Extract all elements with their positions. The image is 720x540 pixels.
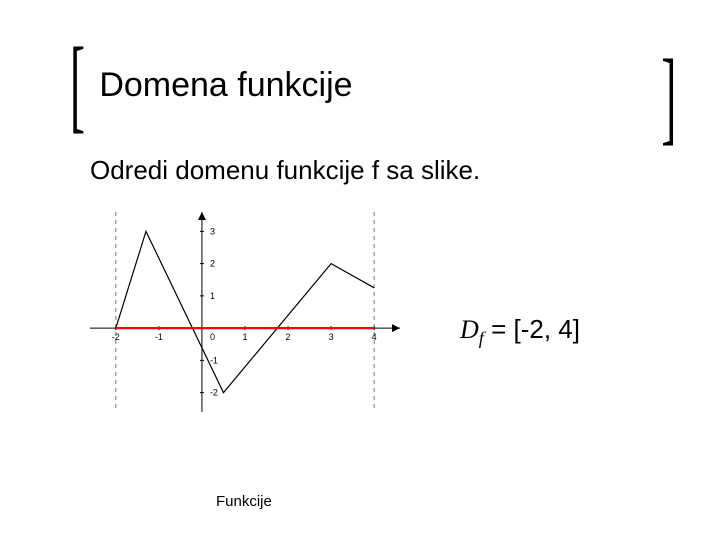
svg-text:-1: -1 — [155, 332, 163, 342]
slide-title: Domena funkcije — [99, 66, 352, 105]
svg-text:3: 3 — [210, 226, 215, 236]
svg-text:1: 1 — [242, 332, 247, 342]
left-bracket-icon: [ — [70, 48, 85, 122]
right-bracket-icon: ] — [661, 60, 676, 134]
slide-footer: Funkcije — [216, 493, 272, 510]
slide-title-group: [ Domena funkcije — [70, 50, 353, 120]
svg-text:0: 0 — [210, 332, 215, 342]
svg-text:1: 1 — [210, 291, 215, 301]
svg-text:-2: -2 — [210, 388, 218, 398]
svg-text:2: 2 — [210, 259, 215, 269]
svg-text:-1: -1 — [210, 355, 218, 365]
answer-value: [-2, 4] — [513, 314, 579, 344]
slide-subtitle: Odredi domenu funkcije f sa slike. — [90, 155, 480, 186]
answer-symbol: D — [460, 315, 479, 344]
svg-text:4: 4 — [372, 332, 377, 342]
function-chart: -2 -1 1 2 3 4 0 -2 -1 1 2 3 — [90, 212, 400, 412]
svg-text:2: 2 — [286, 332, 291, 342]
answer-equals: = — [484, 314, 514, 344]
svg-text:3: 3 — [329, 332, 334, 342]
svg-text:-2: -2 — [112, 332, 120, 342]
domain-answer: Df = [-2, 4] — [460, 314, 580, 349]
